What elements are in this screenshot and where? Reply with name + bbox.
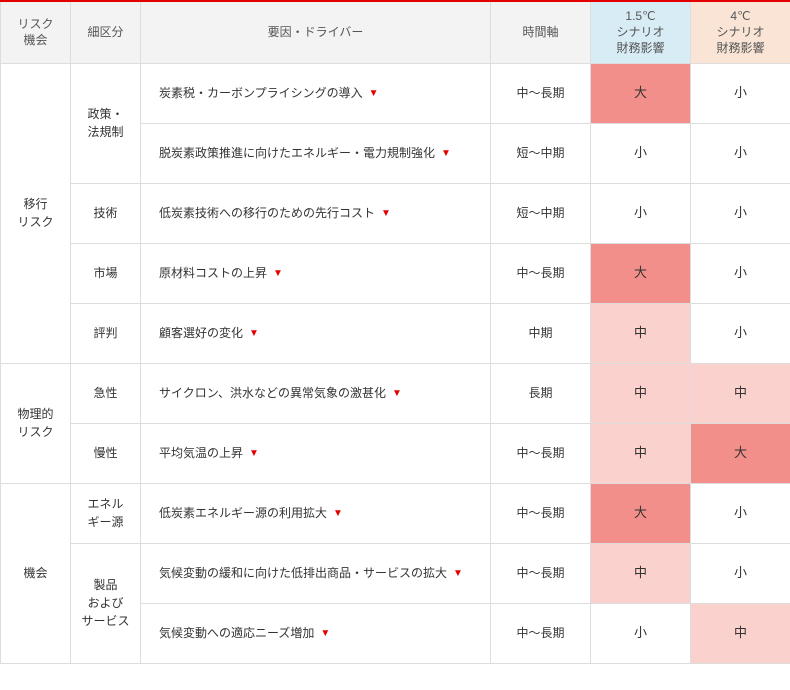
subcategory-cell: 製品およびサービス [71, 543, 141, 663]
subcategory-cell: 市場 [71, 243, 141, 303]
timeframe-cell: 短〜中期 [491, 123, 591, 183]
timeframe-cell: 中〜長期 [491, 243, 591, 303]
driver-text: 原材料コストの上昇 [159, 266, 267, 280]
table-row: 慢性 平均気温の上昇 ▼ 中〜長期中大 [1, 423, 790, 483]
subcategory-cell: 政策・法規制 [71, 63, 141, 183]
timeframe-cell: 中期 [491, 303, 591, 363]
chevron-down-icon: ▼ [273, 266, 283, 281]
timeframe-cell: 長期 [491, 363, 591, 423]
chevron-down-icon: ▼ [249, 326, 259, 341]
impact-cell: 小 [691, 483, 790, 543]
driver-text: 低炭素エネルギー源の利用拡大 [159, 506, 327, 520]
driver-text: 炭素税・カーボンプライシングの導入 [159, 86, 363, 100]
impact-cell: 小 [591, 183, 691, 243]
subcategory-cell: 慢性 [71, 423, 141, 483]
subcategory-cell: エネルギー源 [71, 483, 141, 543]
driver-cell[interactable]: 低炭素エネルギー源の利用拡大 ▼ [141, 483, 491, 543]
col-scenario-4: 4℃シナリオ財務影響 [691, 1, 790, 63]
impact-cell: 小 [691, 63, 790, 123]
category-cell: 物理的リスク [1, 363, 71, 483]
col-scenario-15: 1.5℃シナリオ財務影響 [591, 1, 691, 63]
driver-text: 低炭素技術への移行のための先行コスト [159, 206, 375, 220]
timeframe-cell: 短〜中期 [491, 183, 591, 243]
chevron-down-icon: ▼ [392, 386, 402, 401]
timeframe-cell: 中〜長期 [491, 543, 591, 603]
timeframe-cell: 中〜長期 [491, 63, 591, 123]
impact-cell: 大 [591, 63, 691, 123]
chevron-down-icon: ▼ [333, 506, 343, 521]
subcategory-cell: 評判 [71, 303, 141, 363]
driver-cell[interactable]: 原材料コストの上昇 ▼ [141, 243, 491, 303]
impact-cell: 小 [691, 543, 790, 603]
impact-cell: 中 [691, 363, 790, 423]
table-row: 技術低炭素技術への移行のための先行コスト▼短〜中期小小 [1, 183, 790, 243]
chevron-down-icon: ▼ [453, 566, 463, 581]
climate-risk-table: リスク機会 細区分 要因・ドライバー 時間軸 1.5℃シナリオ財務影響 4℃シナ… [0, 0, 790, 664]
table-row: 市場 原材料コストの上昇 ▼ 中〜長期大小 [1, 243, 790, 303]
driver-text: サイクロン、洪水などの異常気象の激甚化 [159, 386, 386, 400]
chevron-down-icon: ▼ [249, 446, 259, 461]
category-cell: 機会 [1, 483, 71, 663]
impact-cell: 中 [691, 603, 790, 663]
driver-cell[interactable]: 低炭素技術への移行のための先行コスト ▼ [141, 183, 491, 243]
driver-cell[interactable]: 顧客選好の変化 ▼ [141, 303, 491, 363]
driver-cell[interactable]: 気候変動への適応ニーズ増加 ▼ [141, 603, 491, 663]
col-risk: リスク機会 [1, 1, 71, 63]
col-sub: 細区分 [71, 1, 141, 63]
impact-cell: 中 [591, 423, 691, 483]
driver-text: 平均気温の上昇 [159, 446, 243, 460]
table-row: 評判 顧客選好の変化 ▼ 中期中小 [1, 303, 790, 363]
impact-cell: 大 [591, 483, 691, 543]
table-row: 移行リスク政策・法規制炭素税・カーボンプライシングの導入▼中〜長期大小 [1, 63, 790, 123]
chevron-down-icon: ▼ [441, 146, 451, 161]
impact-cell: 中 [591, 363, 691, 423]
driver-cell[interactable]: 平均気温の上昇 ▼ [141, 423, 491, 483]
timeframe-cell: 中〜長期 [491, 423, 591, 483]
table-row: 機会エネルギー源低炭素エネルギー源の利用拡大▼中〜長期大小 [1, 483, 790, 543]
table-row: 製品およびサービス気候変動の緩和に向けた低排出商品・サービスの拡大▼中〜長期中小 [1, 543, 790, 603]
impact-cell: 大 [691, 423, 790, 483]
driver-cell[interactable]: サイクロン、洪水などの異常気象の激甚化 ▼ [141, 363, 491, 423]
driver-cell[interactable]: 脱炭素政策推進に向けたエネルギー・電力規制強化 ▼ [141, 123, 491, 183]
subcategory-cell: 技術 [71, 183, 141, 243]
subcategory-cell: 急性 [71, 363, 141, 423]
driver-text: 気候変動への適応ニーズ増加 [159, 626, 314, 640]
driver-text: 気候変動の緩和に向けた低排出商品・サービスの拡大 [159, 566, 447, 580]
timeframe-cell: 中〜長期 [491, 483, 591, 543]
impact-cell: 小 [591, 123, 691, 183]
impact-cell: 小 [691, 123, 790, 183]
table-header-row: リスク機会 細区分 要因・ドライバー 時間軸 1.5℃シナリオ財務影響 4℃シナ… [1, 1, 790, 63]
driver-text: 顧客選好の変化 [159, 326, 243, 340]
impact-cell: 大 [591, 243, 691, 303]
driver-cell[interactable]: 炭素税・カーボンプライシングの導入 ▼ [141, 63, 491, 123]
impact-cell: 中 [591, 303, 691, 363]
chevron-down-icon: ▼ [381, 206, 391, 221]
impact-cell: 小 [691, 183, 790, 243]
timeframe-cell: 中〜長期 [491, 603, 591, 663]
impact-cell: 中 [591, 543, 691, 603]
col-time: 時間軸 [491, 1, 591, 63]
impact-cell: 小 [691, 243, 790, 303]
chevron-down-icon: ▼ [369, 86, 379, 101]
table-row: 物理的リスク急性サイクロン、洪水などの異常気象の激甚化▼長期中中 [1, 363, 790, 423]
chevron-down-icon: ▼ [320, 626, 330, 641]
category-cell: 移行リスク [1, 63, 71, 363]
impact-cell: 小 [691, 303, 790, 363]
driver-cell[interactable]: 気候変動の緩和に向けた低排出商品・サービスの拡大 ▼ [141, 543, 491, 603]
col-driver: 要因・ドライバー [141, 1, 491, 63]
impact-cell: 小 [591, 603, 691, 663]
driver-text: 脱炭素政策推進に向けたエネルギー・電力規制強化 [159, 146, 435, 160]
